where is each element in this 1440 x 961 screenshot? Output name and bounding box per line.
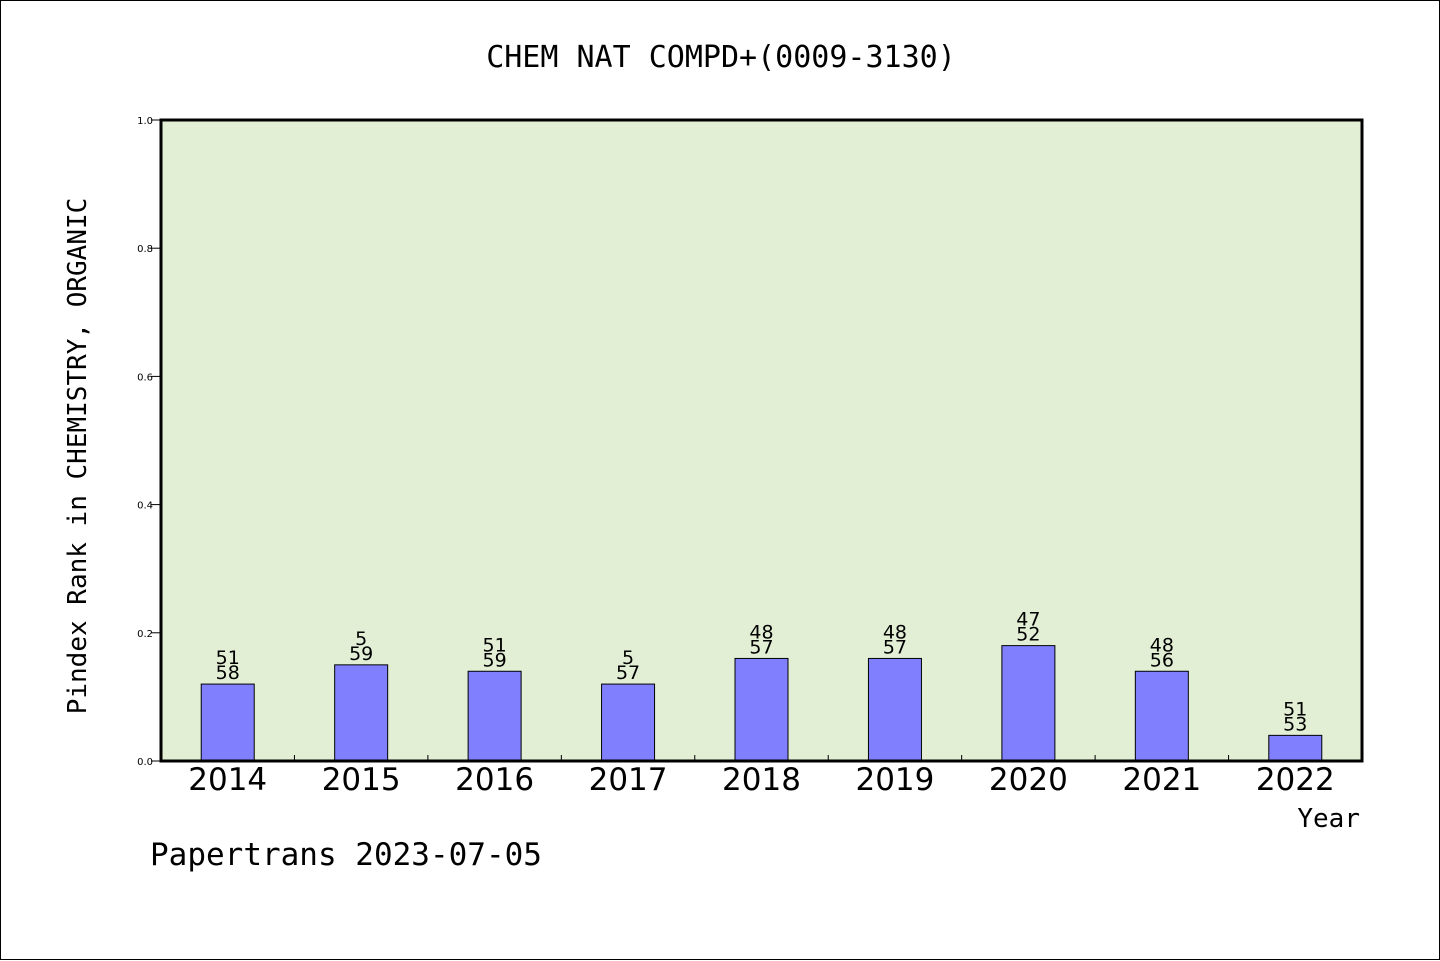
bar (334, 664, 389, 762)
x-tick-label: 2020 (989, 762, 1068, 798)
y-tick-label: 0.8 (137, 244, 153, 255)
bar-label-bottom: 59 (349, 643, 373, 665)
x-tick-label: 2014 (188, 762, 267, 798)
bar-label-top: 48 (749, 621, 773, 643)
bar-label-bottom: 57 (616, 662, 640, 684)
plot-border (159, 118, 1364, 763)
x-axis-label: Year (1297, 804, 1360, 834)
footer-credit: Papertrans 2023-07-05 (150, 837, 542, 873)
x-tick-label: 2018 (722, 762, 801, 798)
bar-label-bottom: 56 (1150, 649, 1174, 671)
bar (1134, 670, 1189, 762)
y-tick-label: 0.6 (137, 372, 153, 383)
x-tick-label: 2015 (322, 762, 401, 798)
bar-label-bottom: 57 (749, 636, 773, 658)
y-tick-label: 0.2 (137, 629, 153, 640)
bar (1001, 645, 1056, 762)
bar-series (200, 645, 1323, 762)
y-tick-label: 0.4 (137, 501, 153, 512)
plot-area (161, 120, 1362, 761)
x-axis: 2014 2015 2016 2017 2018 2019 2020 2021 2022 (188, 755, 1335, 798)
bar (601, 683, 656, 762)
bar-label-bottom: 59 (483, 649, 507, 671)
bar-label-bottom: 52 (1016, 624, 1040, 646)
bar-label-top: 51 (216, 647, 240, 669)
bar (200, 683, 255, 762)
x-tick-label: 2019 (855, 762, 934, 798)
chart-title: CHEM NAT COMPD+(0009-3130) (486, 40, 956, 75)
bar-label-bottom: 53 (1283, 713, 1307, 735)
bar-label-top: 48 (1150, 634, 1174, 656)
bar-label-top: 51 (483, 634, 507, 656)
bar-label-bottom: 57 (883, 636, 907, 658)
x-tick-label: 2021 (1122, 762, 1201, 798)
bar-label-top: 47 (1016, 609, 1040, 631)
bar (1268, 734, 1323, 762)
y-axis: 0.0 0.2 0.4 0.6 0.8 1.0 (137, 116, 161, 768)
x-tick-label: 2017 (589, 762, 668, 798)
bar-label-top: 48 (883, 621, 907, 643)
x-tick-label: 2022 (1256, 762, 1335, 798)
bar-label-top: 5 (355, 628, 367, 650)
bar (734, 657, 789, 762)
y-axis-label: Pindex Rank in CHEMISTRY, ORGANIC (63, 198, 93, 715)
bar-label-top: 5 (622, 647, 634, 669)
y-tick-label: 0.0 (137, 757, 153, 768)
bar (467, 670, 522, 762)
y-tick-label: 1.0 (137, 116, 153, 127)
x-tick-label: 2016 (455, 762, 534, 798)
bar (867, 657, 922, 762)
bar-label-bottom: 58 (216, 662, 240, 684)
bar-label-top: 51 (1283, 698, 1307, 720)
